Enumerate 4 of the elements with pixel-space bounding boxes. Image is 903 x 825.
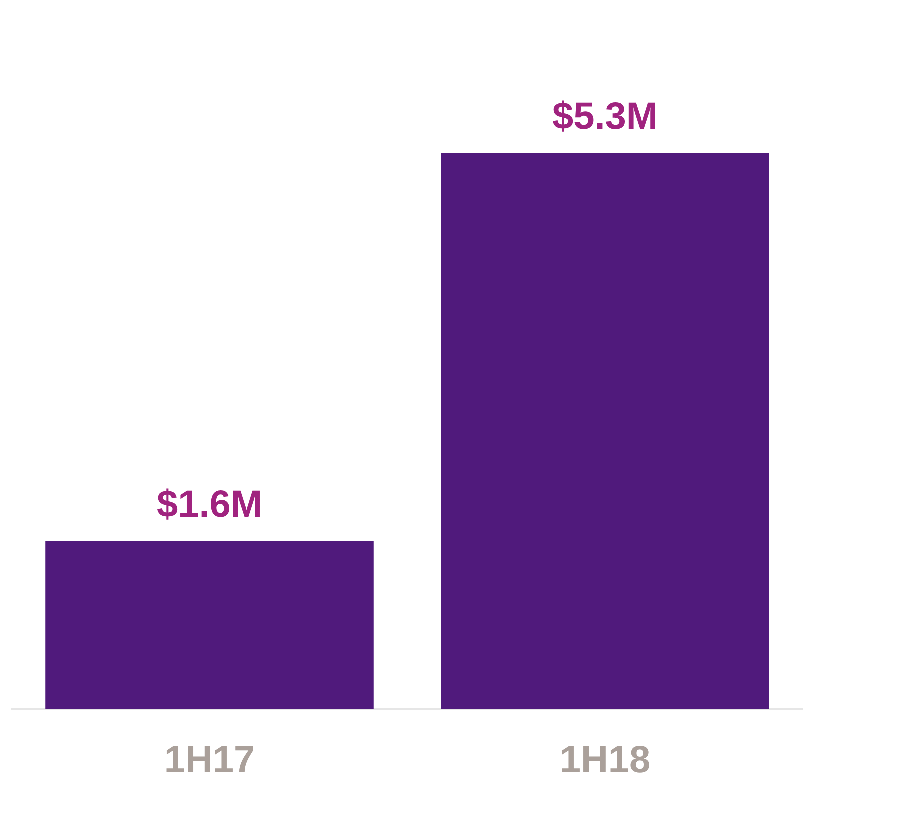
- x-tick-label: 1H17: [164, 740, 256, 782]
- data-label: $1.6M: [156, 484, 263, 526]
- data-label: $5.3M: [552, 96, 658, 138]
- x-tick-label: 1H18: [560, 740, 651, 782]
